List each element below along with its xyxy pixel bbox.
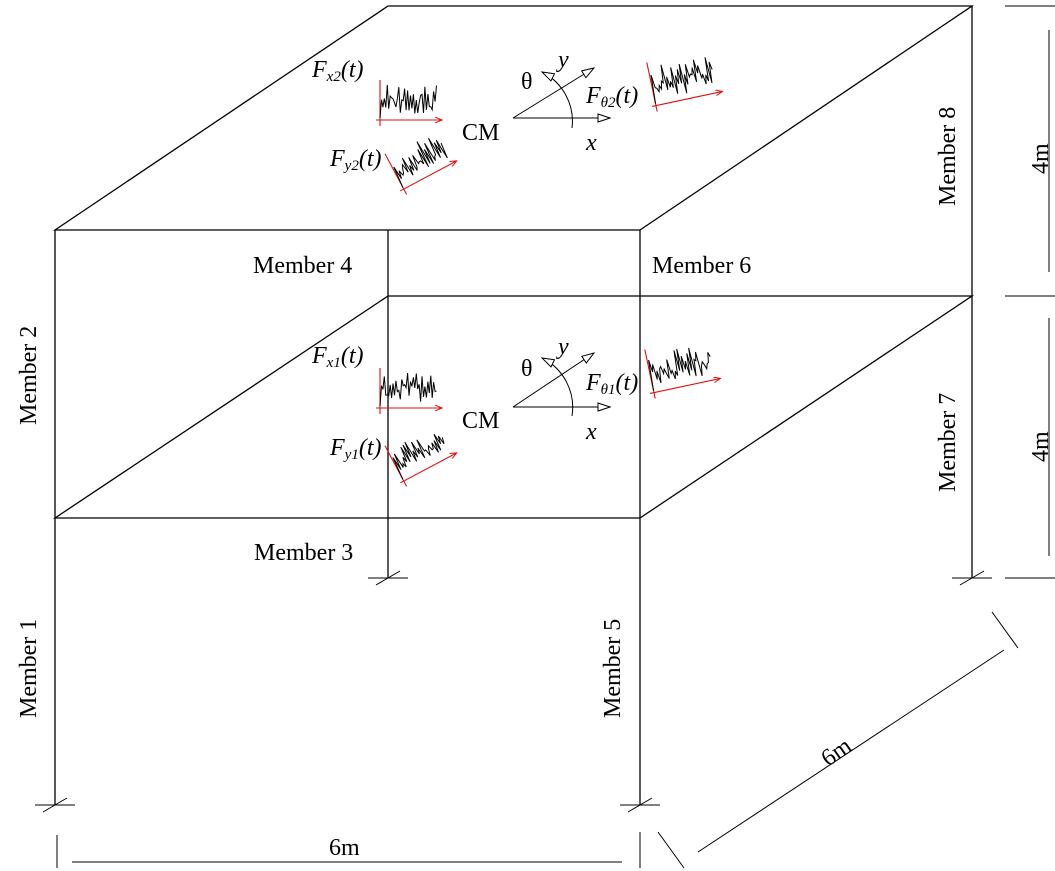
signal-trace (379, 84, 437, 119)
dimension-lines (56, 5, 1055, 869)
y-axis-label: y (556, 47, 569, 73)
rotation-label: θ (521, 69, 533, 95)
dim-depth: 6m (817, 733, 857, 772)
fy-signal-plot (384, 137, 459, 195)
support-back-left (368, 570, 408, 586)
signal-time-axis (399, 453, 457, 484)
member-1-label: Member 1 (16, 619, 42, 718)
x-axis-label: x (585, 130, 597, 156)
signal-amplitude-axis (646, 62, 658, 112)
member-2-label: Member 2 (16, 326, 42, 425)
supports (35, 570, 992, 813)
support-back-right (952, 570, 992, 586)
fy-signal-plot (384, 434, 459, 487)
member-6-label: Member 6 (652, 253, 751, 279)
signal-trace (392, 434, 445, 480)
fy-load-label: Fy2(t) (329, 146, 382, 174)
member-8-label: Member 8 (935, 107, 961, 206)
signal-trace (650, 57, 713, 104)
support-front-left (35, 797, 75, 813)
dim-width: 6m (329, 835, 360, 861)
rotation-label: θ (521, 356, 533, 382)
dim-upper-story-height: 4m (1028, 143, 1054, 174)
signal-time-axis (651, 91, 722, 107)
rotation-arc-arrow (542, 72, 573, 129)
ftheta-signal-plot (646, 57, 724, 112)
upper-floor-loads: CM x y θ Fx2(t) Fy2(t) Fθ2(t) (311, 47, 724, 195)
x-axis-label: x (585, 419, 597, 445)
ftheta-load-label: Fθ2(t) (585, 83, 638, 111)
signal-time-axis (399, 161, 457, 192)
rotation-arc-arrow (542, 358, 574, 417)
member-5-label: Member 5 (600, 619, 626, 718)
dim-lower-story-height: 4m (1028, 431, 1054, 462)
member-7-label: Member 7 (935, 393, 961, 492)
member-4-label: Member 4 (253, 253, 352, 279)
signal-amplitude-axis (384, 153, 408, 195)
signal-trace (648, 347, 711, 391)
fx-load-label: Fx1(t) (311, 343, 364, 371)
member-3-label: Member 3 (254, 540, 353, 566)
ftheta-load-label: Fθ1(t) (585, 370, 638, 398)
signal-amplitude-axis (644, 349, 656, 399)
ftheta-signal-plot (644, 347, 722, 399)
fx-signal-plot (376, 80, 442, 126)
structural-frame (52, 5, 975, 805)
center-of-mass-label: CM (462, 120, 499, 146)
support-front-right (620, 797, 660, 813)
y-axis-label: y (556, 334, 569, 360)
signal-amplitude-axis (384, 445, 408, 487)
signal-time-axis (649, 378, 720, 394)
lower-floor-loads: CM x y θ Fx1(t) Fy1(t) Fθ1(t) (311, 334, 722, 487)
y-axis-arrow (512, 68, 594, 119)
fx-load-label: Fx2(t) (311, 57, 364, 85)
center-of-mass-label: CM (462, 408, 499, 434)
y-axis-arrow (512, 353, 594, 408)
fx-signal-plot (376, 368, 442, 414)
fy-load-label: Fy1(t) (329, 435, 382, 463)
signal-trace (379, 372, 437, 407)
signal-trace (393, 137, 448, 188)
